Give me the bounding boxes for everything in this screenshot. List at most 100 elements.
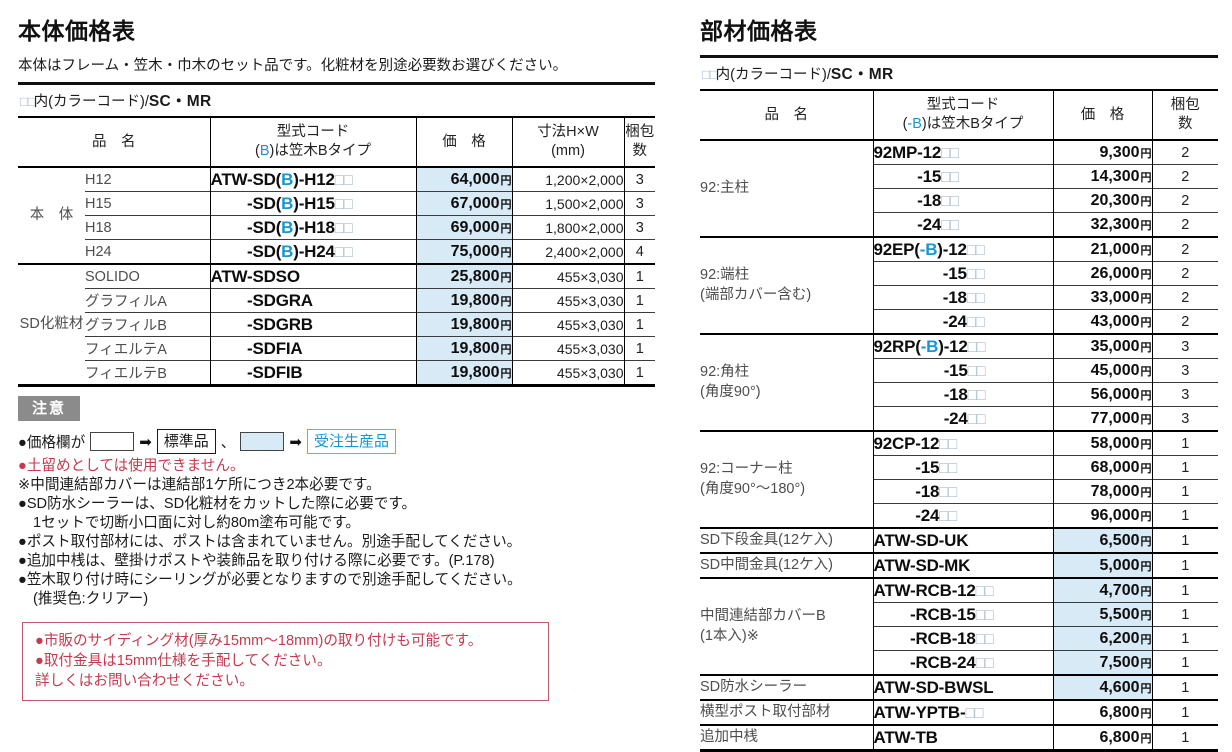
pack-count-cell: 2 bbox=[1152, 236, 1218, 262]
pack-count-cell: 1 bbox=[1152, 552, 1218, 579]
dimension-cell: 1,200×2,000 bbox=[512, 166, 625, 192]
product-group-cell: SD中間金具(12ケ入) bbox=[700, 552, 874, 579]
price-cell: 33,000円 bbox=[1053, 285, 1153, 310]
product-name-cell: H18 bbox=[85, 215, 211, 240]
subtitle: 本体はフレーム・笠木・巾木のセット品です。化粧材を別途必要数お選びください。 bbox=[18, 58, 568, 74]
table-row: SD化粧材 SOLIDO ATW-SDSO 25,800円 455×3,030 1 bbox=[18, 263, 655, 386]
pack-count-cell: 1 bbox=[1152, 455, 1218, 480]
dimension-cell: 2,400×2,000 bbox=[512, 239, 625, 265]
pack-count-cell: 3 bbox=[1152, 358, 1218, 383]
pack-count-cell: 1 bbox=[1152, 479, 1218, 504]
price-cell: 56,000円 bbox=[1053, 382, 1153, 407]
color-code-prefix: □□内(カラーコード)/ bbox=[702, 67, 831, 83]
price-cell: 6,800円 bbox=[1053, 724, 1153, 751]
product-name-cell: グラフィルB bbox=[85, 312, 211, 337]
model-code-cell: ATW-SDGRA bbox=[210, 288, 417, 313]
model-code-cell: 92MP-24□□ bbox=[873, 212, 1054, 238]
caution-badge: 注意 bbox=[18, 396, 81, 422]
pack-count-cell: 2 bbox=[1152, 285, 1218, 310]
dimension-cell: 455×3,030 bbox=[512, 288, 625, 313]
price-cell: 21,000円 bbox=[1053, 236, 1153, 262]
pack-count-cell: 1 bbox=[624, 263, 655, 289]
model-code-cell: 92RP(-B)-15□□ bbox=[873, 358, 1054, 383]
col-header-product-name: 品 名 bbox=[700, 90, 874, 142]
model-code-cell: ATW-SD(B)-H24□□ bbox=[210, 239, 417, 265]
col-header-pack-count: 梱包数 bbox=[1152, 90, 1218, 142]
note-line: (推奨色:クリアー) bbox=[33, 591, 149, 608]
pack-count-cell: 1 bbox=[1152, 724, 1218, 751]
product-group-cell: 92:コーナー柱 (角度90°〜180°) bbox=[700, 430, 874, 529]
pack-count-cell: 1 bbox=[1152, 650, 1218, 676]
price-cell: 69,000円 bbox=[416, 215, 513, 240]
price-cell: 6,200円 bbox=[1053, 626, 1153, 651]
dimension-cell: 455×3,030 bbox=[512, 336, 625, 361]
model-code-cell: ATW-TB bbox=[873, 724, 1054, 751]
product-name-cell: フィエルテA bbox=[85, 336, 211, 361]
model-code-cell: 92MP-18□□ bbox=[873, 188, 1054, 213]
price-cell: 19,800円 bbox=[416, 288, 513, 313]
pack-count-cell: 1 bbox=[1152, 626, 1218, 651]
price-cell: 75,000円 bbox=[416, 239, 513, 265]
product-group-cell: 中間連結部カバーB (1本入)※ bbox=[700, 577, 874, 676]
price-cell: 9,300円 bbox=[1053, 139, 1153, 165]
divider bbox=[18, 82, 655, 85]
table-row: 本 体 H12 ATW-SD(B)-H12□□ 64,000円 1,200×2,000 3 bbox=[18, 166, 655, 265]
header-row: 品 名 型式コード (B)は笠木Bタイプ 価 格 寸法H×W (mm) 梱包数 bbox=[18, 117, 655, 169]
main-table-body: 本 体 H12 ATW-SD(B)-H12□□ 64,000円 1,200×2,000 3… bbox=[18, 166, 655, 386]
notice-section: 注意 ●価格欄が ➡ 標準品 、 ➡ 受注生産品 ●土留めとしては使用できません… bbox=[18, 396, 655, 609]
table-row: SD下段金具(12ケ入) ATW-SD-UK 6,500円 1 bbox=[700, 527, 1218, 554]
parts-price-table: 品 名 型式コード (-B)は笠木Bタイプ 価 格 梱包数 92:主柱 92MP-1… bbox=[700, 89, 1218, 752]
table-row: 中間連結部カバーB (1本入)※ ATW-RCB-12□□ 4,700円 1 bbox=[700, 577, 1218, 676]
dimension-cell: 455×3,030 bbox=[512, 312, 625, 337]
color-code-value: SC・MR bbox=[830, 66, 894, 83]
model-code-cell: ATW-SDSO bbox=[210, 263, 417, 289]
pack-count-cell: 1 bbox=[1152, 503, 1218, 529]
color-code-note: □□内(カラーコード)/SC・MR bbox=[700, 58, 1218, 89]
model-code-cell: 92EP(-B)-12□□ bbox=[873, 236, 1054, 262]
note-line: ※中間連結部カバーは連結部1ケ所につき2本必要です。 bbox=[18, 477, 381, 494]
col-header-price: 価 格 bbox=[1053, 90, 1153, 142]
pack-count-cell: 3 bbox=[1152, 333, 1218, 359]
price-cell: 6,800円 bbox=[1053, 699, 1153, 726]
model-code-cell: ATW-SD-UK bbox=[873, 527, 1054, 554]
info-box-line: 詳しくはお問い合わせください。 bbox=[35, 673, 254, 690]
order-product-tag: 受注生産品 bbox=[306, 429, 396, 455]
price-cell: 19,800円 bbox=[416, 360, 513, 386]
header-row: 品 名 型式コード (-B)は笠木Bタイプ 価 格 梱包数 bbox=[700, 90, 1218, 142]
price-cell: 7,500円 bbox=[1053, 650, 1153, 676]
pack-count-cell: 1 bbox=[1152, 430, 1218, 456]
pack-count-cell: 3 bbox=[1152, 382, 1218, 407]
product-group-cell: 本 体 bbox=[18, 166, 85, 265]
main-price-table: 品 名 型式コード (B)は笠木Bタイプ 価 格 寸法H×W (mm) 梱包数 本 … bbox=[18, 116, 655, 388]
model-code-cell: ATW-SD(B)-H18□□ bbox=[210, 215, 417, 240]
pack-count-cell: 1 bbox=[624, 288, 655, 313]
price-cell: 26,000円 bbox=[1053, 261, 1153, 286]
pack-count-cell: 1 bbox=[1152, 527, 1218, 554]
dimension-cell: 1,800×2,000 bbox=[512, 215, 625, 240]
pack-count-cell: 1 bbox=[1152, 577, 1218, 603]
pack-count-cell: 2 bbox=[1152, 261, 1218, 286]
price-cell: 68,000円 bbox=[1053, 455, 1153, 480]
pack-count-cell: 3 bbox=[1152, 406, 1218, 432]
model-code-cell: 92EP(-B)-15□□ bbox=[873, 261, 1054, 286]
price-cell: 96,000円 bbox=[1053, 503, 1153, 529]
table-row: 92:主柱 92MP-12□□ 9,300円 2 bbox=[700, 139, 1218, 238]
table-row: 横型ポスト取付部材 ATW-YPTB-□□ 6,800円 1 bbox=[700, 699, 1218, 726]
siding-info-box: ●市販のサイディング材(厚み15mm〜18mm)の取り付けも可能です。 ●取付金… bbox=[22, 622, 549, 702]
product-name-cell: フィエルテB bbox=[85, 360, 211, 386]
col-header-dimensions: 寸法H×W (mm) bbox=[512, 117, 625, 169]
price-cell: 4,600円 bbox=[1053, 674, 1153, 701]
note-line: ●追加中桟は、壁掛けポストや装飾品を取り付ける際に必要です。(P.178) bbox=[18, 553, 495, 570]
dimension-cell: 1,500×2,000 bbox=[512, 191, 625, 216]
